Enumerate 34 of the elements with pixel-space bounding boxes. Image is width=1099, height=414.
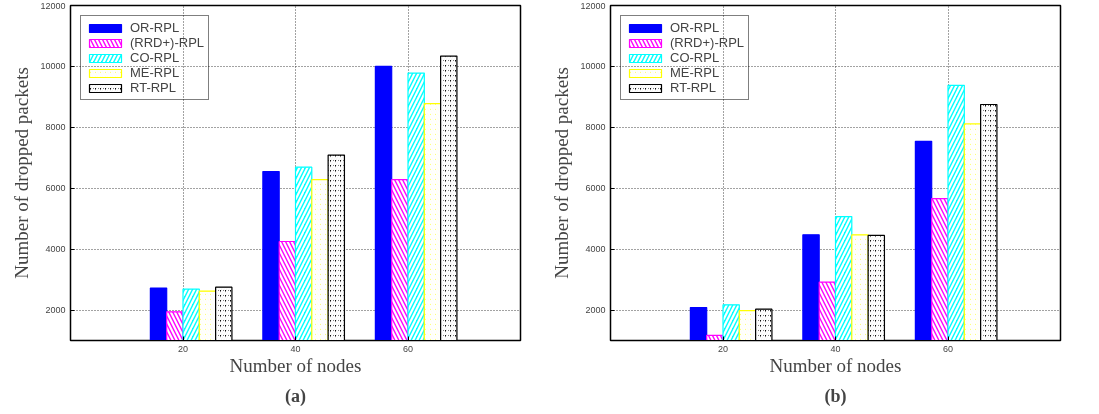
legend-label: (RRD+)-RPL [130, 35, 205, 50]
y-tick-label: 10000 [40, 61, 66, 72]
y-tick-label: 4000 [585, 244, 606, 255]
legend-label: ME-RPL [130, 65, 180, 80]
y-tick-label: 2000 [585, 305, 606, 316]
y-tick-label: 8000 [585, 122, 606, 133]
text: (a) [285, 385, 307, 407]
legend-label: CO-RPL [670, 50, 720, 65]
x-tick-label: 60 [942, 343, 954, 354]
legend-label: RT-RPL [670, 80, 716, 95]
x-tick-label: 20 [717, 343, 729, 354]
x-axis-title: Number of nodes [229, 354, 362, 376]
y-tick-label: 12000 [580, 0, 606, 11]
y-tick-label: 10000 [580, 61, 606, 72]
x-tick-label: 60 [402, 343, 414, 354]
x-tick-label: 20 [177, 343, 189, 354]
x-tick-label: 40 [830, 343, 841, 354]
legend-label: RT-RPL [130, 80, 176, 95]
legend-label: OR-RPL [130, 20, 180, 35]
y-tick-label: 8000 [45, 122, 66, 133]
y-axis-title: Number of dropped packets [11, 67, 33, 279]
y-tick-label: 4000 [45, 244, 66, 255]
x-axis-title: Number of nodes [769, 354, 902, 376]
y-tick-label: 6000 [585, 183, 606, 194]
x-tick-label: 40 [290, 343, 301, 354]
legend-label: ME-RPL [670, 65, 720, 80]
text: (b) [824, 385, 847, 407]
legend-label: CO-RPL [130, 50, 180, 65]
y-tick-label: 12000 [40, 0, 66, 11]
y-tick-label: 6000 [45, 183, 66, 194]
y-tick-label: 2000 [45, 305, 66, 316]
legend-label: OR-RPL [670, 20, 720, 35]
y-axis-title: Number of dropped packets [551, 67, 573, 279]
legend-label: (RRD+)-RPL [670, 35, 745, 50]
